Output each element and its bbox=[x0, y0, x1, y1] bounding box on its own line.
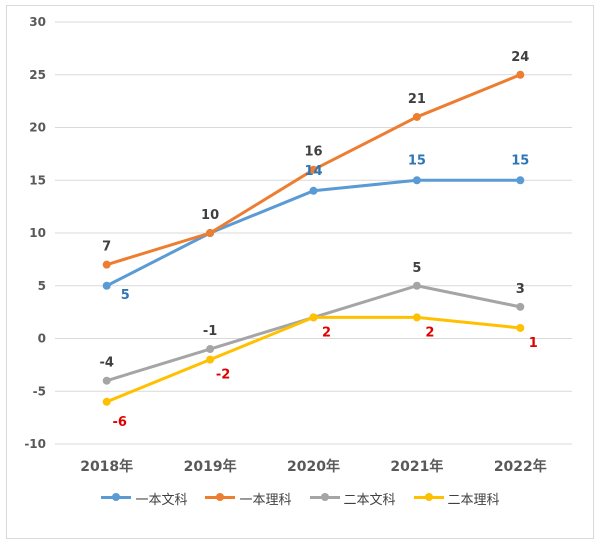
data-point bbox=[412, 313, 421, 322]
y-axis-ticks: -10 -5 0 5 10 15 20 25 30 bbox=[24, 15, 46, 451]
data-point bbox=[102, 260, 111, 269]
series-3 bbox=[102, 281, 525, 385]
data-point bbox=[516, 302, 525, 311]
legend-item-2[interactable]: 一本理科 bbox=[205, 489, 292, 508]
x-axis-ticks: 2018年 2019年 2020年 2021年 2022年 bbox=[80, 458, 547, 475]
legend: 一本文科 一本理科 二本文科 二本理科 bbox=[0, 486, 601, 510]
series-line-3 bbox=[106, 284, 521, 383]
y-tick-label-1: -10 bbox=[24, 437, 46, 451]
legend-swatch-2 bbox=[205, 493, 236, 503]
data-point bbox=[102, 376, 111, 385]
data-point bbox=[516, 323, 525, 332]
series-line-4 bbox=[106, 315, 521, 404]
data-label: 2 bbox=[425, 325, 434, 340]
legend-marker-2 bbox=[216, 493, 225, 501]
series-group bbox=[102, 70, 525, 406]
legend-item-1[interactable]: 一本文科 bbox=[101, 489, 187, 508]
series-2 bbox=[102, 70, 525, 269]
legend-item-4[interactable]: 二本理科 bbox=[413, 489, 500, 508]
legend-item-3[interactable]: 二本文科 bbox=[309, 489, 396, 508]
y-tick-label-9: 30 bbox=[29, 15, 46, 29]
data-point bbox=[206, 355, 215, 364]
data-label: -1 bbox=[203, 324, 217, 339]
legend-marker-1 bbox=[112, 493, 121, 501]
data-label: 21 bbox=[408, 92, 426, 107]
x-tick-label-1: 2018年 bbox=[80, 458, 133, 475]
data-point bbox=[102, 397, 111, 406]
y-tick-label-6: 15 bbox=[29, 173, 46, 187]
data-label: -4 bbox=[99, 356, 113, 371]
data-point bbox=[206, 229, 215, 237]
y-tick-label-2: -5 bbox=[33, 384, 46, 398]
x-tick-label-5: 2022年 bbox=[494, 458, 547, 475]
x-tick-label-4: 2021年 bbox=[390, 458, 443, 475]
data-label: 2 bbox=[322, 325, 331, 340]
data-label: 15 bbox=[511, 153, 529, 168]
data-point bbox=[412, 281, 421, 290]
data-label: 7 bbox=[102, 240, 111, 255]
legend-label-3: 二本文科 bbox=[343, 492, 396, 508]
data-label: -2 bbox=[216, 368, 230, 383]
y-tick-label-5: 10 bbox=[29, 226, 46, 240]
legend-swatch-1 bbox=[101, 493, 132, 503]
data-label: 5 bbox=[412, 261, 421, 276]
legend-marker-4 bbox=[424, 493, 433, 501]
legend-swatch-4 bbox=[413, 493, 444, 503]
legend-marker-3 bbox=[320, 493, 329, 501]
data-point bbox=[412, 176, 421, 185]
series-4 bbox=[102, 313, 525, 406]
legend-label-4: 二本理科 bbox=[447, 492, 500, 508]
data-point bbox=[516, 176, 525, 185]
data-label: 1 bbox=[529, 336, 538, 351]
x-tick-label-3: 2020年 bbox=[287, 458, 340, 475]
y-tick-label-7: 20 bbox=[29, 121, 46, 135]
data-point bbox=[309, 313, 318, 322]
legend-label-2: 一本理科 bbox=[239, 492, 292, 508]
chart-frame bbox=[6, 5, 594, 539]
y-tick-label-3: 0 bbox=[38, 332, 46, 346]
data-label: 24 bbox=[511, 50, 529, 65]
data-point bbox=[412, 112, 421, 121]
legend-swatch-3 bbox=[309, 493, 340, 503]
data-point bbox=[516, 70, 525, 79]
legend-label-1: 一本文科 bbox=[135, 492, 188, 508]
data-label: 15 bbox=[408, 153, 426, 168]
data-label: 5 bbox=[121, 288, 130, 303]
data-point bbox=[309, 186, 318, 195]
data-label: 16 bbox=[304, 145, 322, 160]
x-tick-label-2: 2019年 bbox=[184, 458, 237, 475]
y-tick-label-8: 25 bbox=[29, 68, 46, 82]
data-point bbox=[309, 165, 318, 174]
data-label: 10 bbox=[201, 208, 219, 223]
y-tick-label-4: 5 bbox=[38, 279, 46, 293]
data-label: -6 bbox=[112, 415, 126, 430]
data-label: 14 bbox=[304, 164, 322, 179]
data-point bbox=[102, 281, 111, 290]
data-point bbox=[206, 345, 215, 354]
data-label: 3 bbox=[516, 282, 525, 297]
